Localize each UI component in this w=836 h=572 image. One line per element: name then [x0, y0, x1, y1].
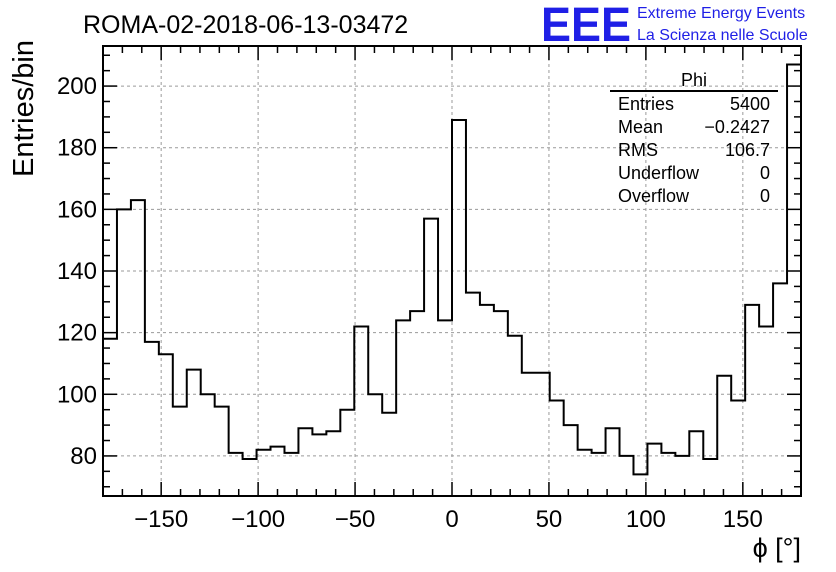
x-tick-label: −50: [335, 506, 376, 533]
x-axis-ticks: −150 −100 −50 0 50 100 150: [102, 46, 802, 533]
y-tick-label: 120: [57, 320, 97, 347]
stats-box: Phi Entries 5400 Mean −0.2427 RMS 106.7 Underf…: [610, 70, 778, 206]
stats-row-label: Overflow: [618, 186, 690, 206]
x-tick-label: 50: [536, 506, 563, 533]
eee-logo-mark: EEE: [541, 0, 631, 52]
stats-row-label: Underflow: [618, 163, 700, 183]
stats-row-label: Entries: [618, 94, 674, 114]
x-tick-label: 150: [723, 506, 763, 533]
stats-row-label: Mean: [618, 117, 663, 137]
eee-logo: EEE Extreme Energy Events La Scienza nel…: [541, 0, 808, 52]
stats-row-value: 5400: [730, 94, 770, 114]
y-tick-label: 160: [57, 196, 97, 223]
stats-row-value: 0: [760, 186, 770, 206]
y-tick-label: 200: [57, 73, 97, 100]
stats-row-value: −0.2427: [704, 117, 770, 137]
stats-row-value: 0: [760, 163, 770, 183]
y-axis-ticks: 80 100 120 140 160 180 200: [57, 54, 801, 488]
y-tick-label: 180: [57, 135, 97, 162]
chart-title: ROMA-02-2018-06-13-03472: [83, 11, 408, 39]
x-tick-label: −150: [134, 506, 188, 533]
stats-row-label: RMS: [618, 140, 658, 160]
eee-logo-line1: Extreme Energy Events: [637, 5, 805, 22]
y-tick-label: 80: [70, 443, 97, 470]
y-axis-label: Entries/bin: [8, 40, 40, 177]
stats-row-value: 106.7: [725, 140, 770, 160]
stats-box-title: Phi: [681, 70, 707, 90]
histogram-series: [102, 63, 802, 496]
eee-logo-line2: La Scienza nelle Scuole: [637, 27, 808, 44]
x-tick-label: −100: [231, 506, 285, 533]
x-tick-label: 0: [445, 506, 458, 533]
y-tick-label: 100: [57, 381, 97, 408]
x-axis-label: ϕ [°]: [753, 533, 801, 563]
y-tick-label: 140: [57, 258, 97, 285]
x-tick-label: 100: [626, 506, 666, 533]
